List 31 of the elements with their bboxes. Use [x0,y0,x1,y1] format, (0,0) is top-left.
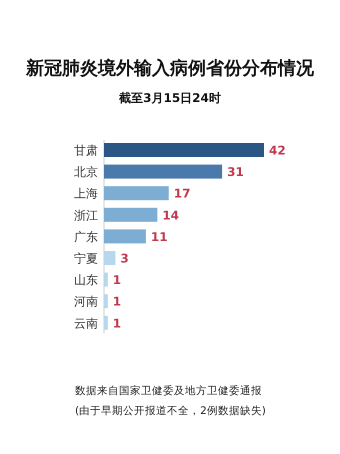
data-label: 31 [227,165,244,180]
bar [104,143,264,157]
bar [104,186,169,200]
bar [104,272,108,287]
y-tick-label: 广东 [74,230,98,244]
y-tick-label: 北京 [74,165,98,180]
data-label: 1 [112,316,122,330]
y-tick-label: 宁夏 [74,252,98,266]
y-tick-label: 甘肃 [74,144,98,158]
bar [104,251,116,265]
bar [104,316,108,330]
data-label: 42 [269,144,286,158]
data-label: 14 [162,208,180,222]
y-tick-label: 河南 [74,294,98,309]
bar [104,164,222,179]
data-label: 11 [150,230,168,244]
y-tick-label: 云南 [74,316,98,330]
data-label: 3 [120,252,129,266]
y-tick-label: 上海 [74,186,98,201]
data-label: 1 [112,294,122,309]
y-tick-label: 浙江 [74,208,98,222]
bar [104,208,158,222]
chart-title: 新冠肺炎境外输入病例省份分布情况 [25,58,315,79]
data-label: 1 [112,273,122,288]
bar [104,294,108,308]
chart-subtitle: 截至3月15日24时 [118,91,221,105]
data-label: 17 [174,186,190,201]
y-tick-label: 山东 [74,273,98,288]
text: 数据来自国家卫健委及地方卫健委通报 [75,384,262,397]
text: (由于早期公开报道不全，2例数据缺失) [75,404,266,417]
bar [104,229,146,244]
